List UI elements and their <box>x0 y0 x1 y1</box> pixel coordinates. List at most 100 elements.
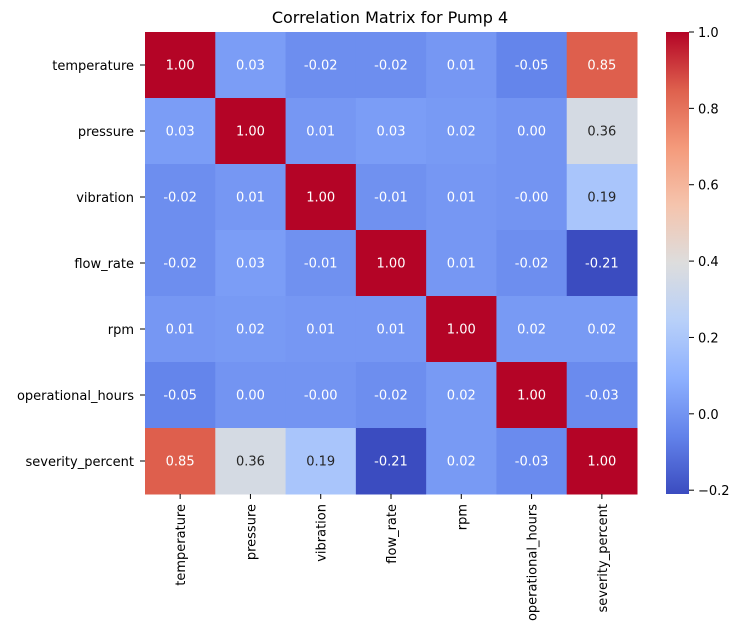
heatmap-cell <box>496 428 568 495</box>
cell-value-label: -0.01 <box>374 191 408 206</box>
cell-value-label: 0.02 <box>517 323 546 338</box>
cell-value-label: -0.02 <box>163 191 197 206</box>
heatmap-cell <box>566 164 638 231</box>
cell-value-label: 0.02 <box>447 389 476 404</box>
cell-value-label: 0.02 <box>236 323 265 338</box>
heatmap-cell <box>145 296 216 363</box>
cell-value-label: 0.00 <box>236 389 265 404</box>
cell-value-label: -0.21 <box>374 455 408 470</box>
heatmap-cell <box>285 164 357 231</box>
heatmap-cell <box>215 164 287 231</box>
heatmap-cell <box>426 428 497 495</box>
heatmap-cell <box>145 230 216 297</box>
cell-value-label: 1.00 <box>447 323 476 338</box>
y-tick-label: rpm <box>108 323 134 338</box>
cell-value-label: -0.02 <box>374 59 408 74</box>
heatmap-cell <box>215 428 287 495</box>
heatmap-cell <box>285 230 357 297</box>
heatmap-cell <box>145 98 216 165</box>
y-tick-label: pressure <box>78 125 134 140</box>
cell-value-label: -0.03 <box>515 455 549 470</box>
colorbar-tick-label: 0.0 <box>698 408 719 423</box>
y-tick-label: temperature <box>52 59 134 74</box>
heatmap-cell <box>355 362 427 429</box>
x-tick-label: rpm <box>455 504 470 530</box>
heatmap-cell <box>426 164 497 231</box>
cell-value-label: -0.02 <box>515 257 549 272</box>
heatmap-cell <box>145 164 216 231</box>
colorbar-tick-label: 1.0 <box>698 26 719 41</box>
heatmap-cell <box>426 296 497 363</box>
cell-value-label: -0.05 <box>163 389 197 404</box>
cell-value-label: 0.36 <box>587 125 616 140</box>
x-tick-label: severity_percent <box>596 504 611 613</box>
heatmap-cell <box>566 428 638 495</box>
cell-value-label: 0.85 <box>166 455 195 470</box>
heatmap-cell <box>285 362 357 429</box>
cell-value-label: 0.03 <box>377 125 406 140</box>
heatmap-cell <box>355 296 427 363</box>
heatmap-cell <box>355 98 427 165</box>
cell-value-label: 0.19 <box>587 191 616 206</box>
heatmap-cell <box>566 32 638 99</box>
cell-value-label: 1.00 <box>306 191 335 206</box>
x-tick-label: operational_hours <box>526 504 541 621</box>
heatmap-cell <box>145 32 216 99</box>
heatmap-cell <box>426 230 497 297</box>
colorbar: −0.2 0.0 0.2 0.4 0.6 0.8 1.0 <box>666 26 730 499</box>
cell-value-label: 1.00 <box>517 389 546 404</box>
x-tick-label: vibration <box>315 504 330 562</box>
cell-value-label: 1.00 <box>377 257 406 272</box>
cell-value-label: 0.02 <box>447 125 476 140</box>
cell-value-label: -0.01 <box>304 257 338 272</box>
cell-value-label: 1.00 <box>236 125 265 140</box>
colorbar-tick-label: 0.2 <box>698 331 719 346</box>
heatmap-cell <box>215 98 287 165</box>
heatmap-cell <box>215 32 287 99</box>
heatmap-cell <box>496 362 568 429</box>
heatmap-cell <box>426 362 497 429</box>
cell-value-label: -0.21 <box>585 257 619 272</box>
cell-value-label: -0.02 <box>374 389 408 404</box>
heatmap-cell <box>355 428 427 495</box>
heatmap-cell <box>426 98 497 165</box>
cell-value-label: 0.02 <box>447 455 476 470</box>
cell-value-label: -0.03 <box>585 389 619 404</box>
colorbar-gradient <box>666 32 689 494</box>
cell-value-label: 0.85 <box>587 59 616 74</box>
cell-value-label: 1.00 <box>166 59 195 74</box>
heatmap-cell <box>496 98 568 165</box>
heatmap-cell <box>496 296 568 363</box>
cell-value-label: 0.01 <box>236 191 265 206</box>
colorbar-tick-label: 0.6 <box>698 179 719 194</box>
cell-value-label: 0.01 <box>166 323 195 338</box>
heatmap-cell <box>215 296 287 363</box>
cell-value-label: 0.03 <box>236 59 265 74</box>
cell-value-label: 0.02 <box>587 323 616 338</box>
cell-value-label: 0.00 <box>517 125 546 140</box>
cell-value-label: 0.03 <box>166 125 195 140</box>
heatmap-cell <box>285 98 357 165</box>
colorbar-tick-label: 0.4 <box>698 255 719 270</box>
x-tick-label: pressure <box>244 504 259 560</box>
cell-value-label: 0.01 <box>377 323 406 338</box>
cell-value-label: 1.00 <box>587 455 616 470</box>
cell-value-label: 0.03 <box>236 257 265 272</box>
y-tick-label: vibration <box>76 191 134 206</box>
cell-value-label: -0.00 <box>304 389 338 404</box>
cell-value-label: 0.01 <box>447 257 476 272</box>
heatmap-cell <box>566 230 638 297</box>
cell-value-label: 0.01 <box>447 191 476 206</box>
y-tick-label: operational_hours <box>17 389 134 404</box>
cell-value-label: 0.01 <box>306 125 335 140</box>
heatmap-cell <box>566 98 638 165</box>
heatmap-cell <box>145 428 216 495</box>
heatmap-cells: 1.00 0.03 -0.02 -0.02 0.01 -0.05 0.85 0.03 1.00 0… <box>145 32 638 495</box>
x-tick-label: temperature <box>174 504 189 586</box>
heatmap-cell <box>566 296 638 363</box>
heatmap-cell <box>145 362 216 429</box>
heatmap-cell <box>355 32 427 99</box>
heatmap-cell <box>566 362 638 429</box>
y-tick-label: severity_percent <box>25 455 134 470</box>
